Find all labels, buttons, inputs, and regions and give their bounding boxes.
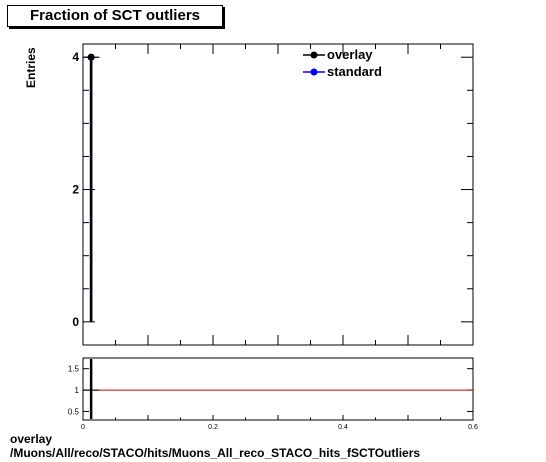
legend-overlay-marker bbox=[310, 51, 318, 59]
ratio-axis-ticks: 0 0.2 0.4 0.6 0.5 1 1.5 bbox=[68, 365, 478, 431]
main-plot-frame bbox=[82, 43, 474, 346]
chart-title: Fraction of SCT outliers bbox=[7, 5, 223, 27]
y-tick-label: 4 bbox=[72, 50, 79, 64]
y-axis-label: Entries bbox=[24, 47, 38, 88]
legend bbox=[303, 51, 325, 76]
x-tick-label: 0 bbox=[81, 424, 85, 431]
series-point-overlay bbox=[87, 53, 95, 61]
x-tick-label: 0.6 bbox=[468, 424, 478, 431]
ratio-series-marks bbox=[83, 359, 473, 419]
ratio-plot-frame bbox=[82, 357, 474, 421]
main-axis-ticks: 0 2 4 bbox=[72, 44, 474, 345]
legend-standard-marker bbox=[310, 68, 318, 76]
main-series-marks bbox=[83, 53, 100, 322]
x-tick-label: 0.2 bbox=[208, 424, 218, 431]
footer-line-2: /Muons/All/reco/STACO/hits/Muons_All_rec… bbox=[10, 446, 421, 460]
legend-overlay-label: overlay bbox=[327, 47, 373, 62]
ratio-y-tick-label: 0.5 bbox=[68, 407, 80, 416]
y-tick-label: 2 bbox=[72, 183, 79, 197]
x-tick-label: 0.4 bbox=[338, 424, 348, 431]
ratio-y-tick-label: 1 bbox=[75, 386, 80, 395]
y-tick-label: 0 bbox=[72, 315, 79, 329]
footer-line-1: overlay bbox=[10, 432, 53, 446]
legend-standard-label: standard bbox=[327, 64, 382, 79]
ratio-y-tick-label: 1.5 bbox=[68, 365, 80, 374]
